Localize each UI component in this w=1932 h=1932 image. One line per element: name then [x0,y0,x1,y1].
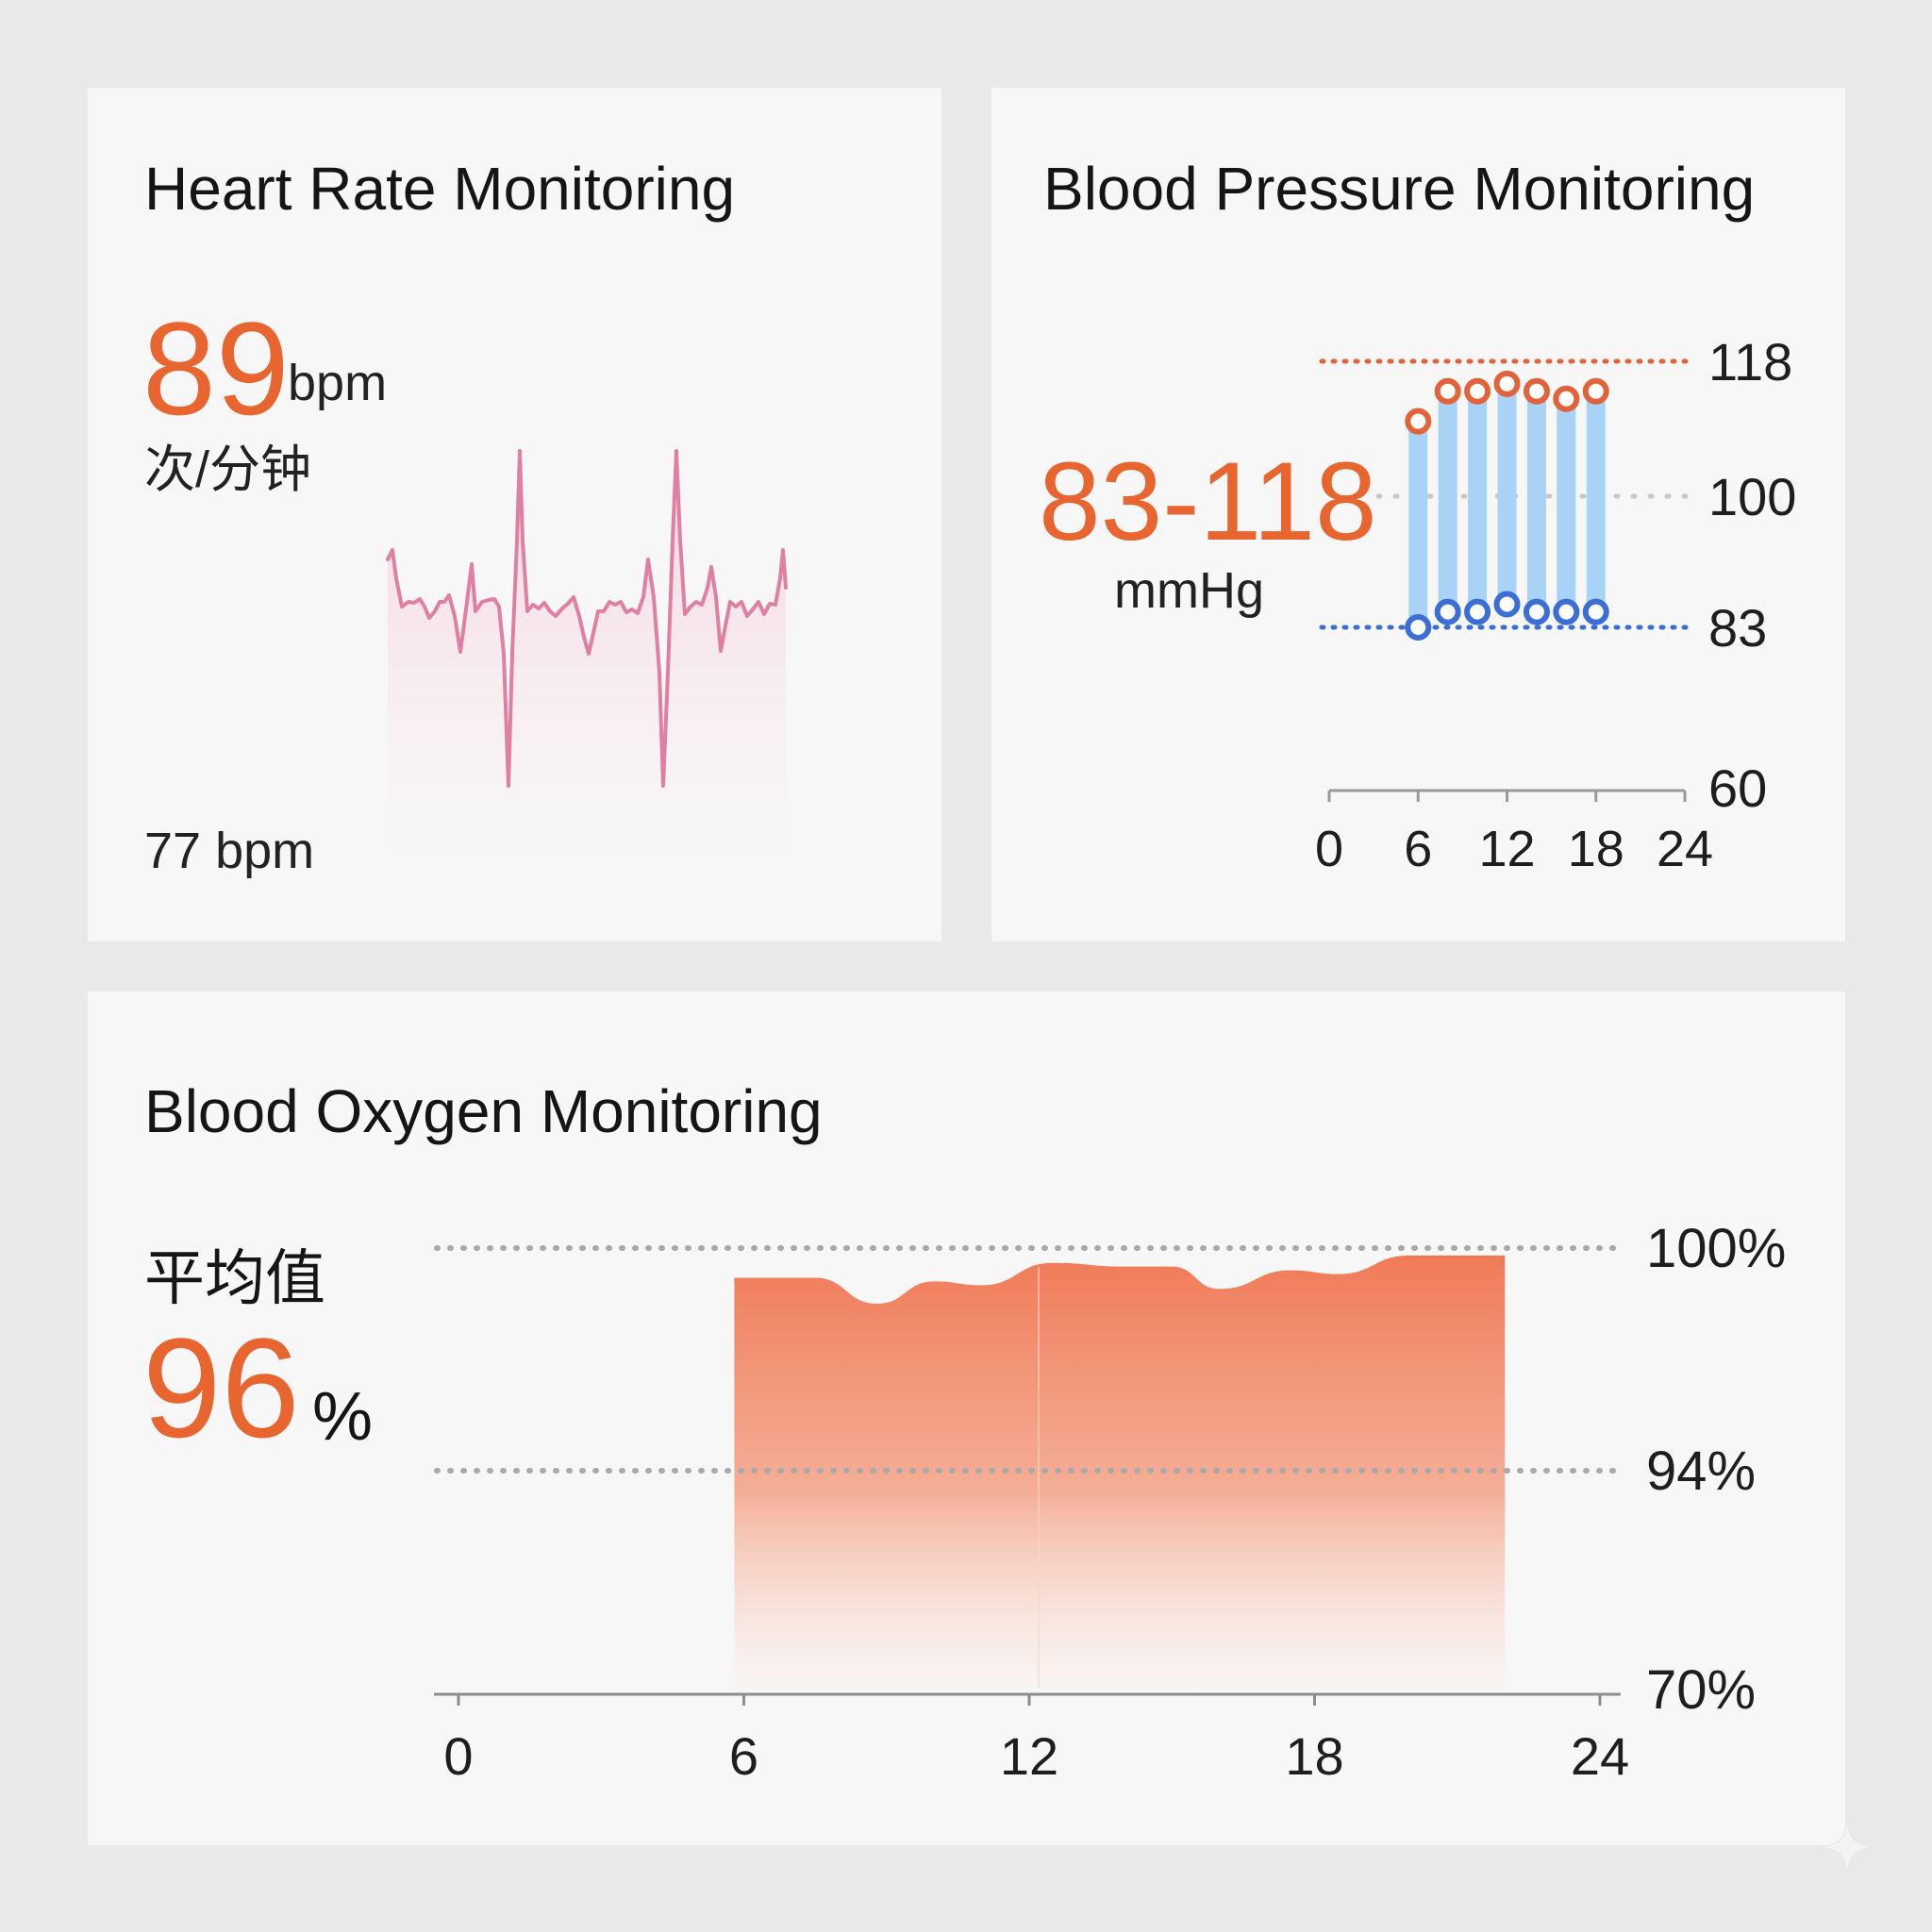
oxygen-x-tick-label: 0 [443,1726,473,1786]
oxygen-y-tick-label: 94% [1646,1441,1756,1502]
bp-systolic-point [1523,377,1550,405]
bp-diastolic-point [1582,598,1609,625]
blood-oxygen-value: 96 [142,1308,300,1467]
heart-rate-unit-cn: 次/分钟 [144,441,312,498]
blood-pressure-title: Blood Pressure Monitoring [1043,155,1756,223]
bp-bar [1468,391,1488,612]
bp-diastolic-point [1553,598,1580,625]
heart-rate-area [388,451,786,861]
bp-bar [1586,391,1606,612]
bp-systolic-point [1405,408,1432,435]
bp-bar [1438,391,1457,612]
bp-bar [1408,421,1428,627]
blood-pressure-unit: mmHg [1114,562,1264,619]
blood-pressure-value: 83-118 [1039,440,1377,564]
oxygen-x-tick-label: 24 [1571,1726,1629,1786]
bp-x-tick-label: 0 [1315,821,1343,877]
bp-diastolic-point [1405,614,1432,641]
bp-bar [1497,383,1517,605]
bp-systolic-point [1434,377,1461,405]
bp-bar [1526,391,1546,612]
bp-y-label-60: 60 [1708,758,1767,818]
bp-y-label-100: 100 [1708,467,1796,526]
bp-x-tick-label: 24 [1657,821,1713,877]
bp-diastolic-point [1523,598,1550,625]
blood-oxygen-card[interactable]: Blood Oxygen Monitoring 平均值 96 % 0 6 12 18 2… [88,991,1845,1845]
bp-x-tick-label: 6 [1404,821,1432,877]
bp-x-tick-label: 12 [1478,821,1535,877]
bp-systolic-point [1464,377,1491,405]
blood-oxygen-avg-label: 平均值 [144,1244,325,1312]
heart-rate-line [386,449,788,788]
heart-rate-title: Heart Rate Monitoring [144,155,736,223]
bp-systolic-point [1493,370,1521,397]
heart-rate-value: 89 [142,294,290,442]
heart-rate-chart [386,449,788,861]
oxygen-x-tick-label: 6 [729,1726,758,1786]
bp-bar [1557,398,1576,612]
oxygen-y-tick-label: 100% [1646,1218,1786,1279]
blood-oxygen-unit: % [312,1379,374,1455]
blood-oxygen-chart: 0 6 12 18 24 100% 94% 70% [434,1218,1786,1786]
oxygen-area [734,1255,1506,1688]
oxygen-y-tick-label: 70% [1646,1659,1756,1721]
bp-y-label-118: 118 [1708,332,1792,391]
heart-rate-card[interactable]: Heart Rate Monitoring 89 bpm 次/分钟 77 bpm [88,88,941,941]
bp-diastolic-point [1464,598,1491,625]
bp-systolic-point [1553,385,1580,412]
sparkle-icon [1820,1820,1874,1874]
blood-oxygen-title: Blood Oxygen Monitoring [144,1077,823,1145]
bp-diastolic-point [1434,598,1461,625]
heart-rate-unit: bpm [288,355,388,411]
oxygen-x-tick-label: 12 [1000,1726,1058,1786]
bp-systolic-point [1582,377,1609,405]
bp-x-tick-label: 18 [1568,821,1624,877]
blood-pressure-card[interactable]: Blood Pressure Monitoring 83-118 mmHg 0 6… [991,88,1845,941]
heart-rate-footer: 77 bpm [144,823,315,879]
oxygen-x-tick-label: 18 [1285,1726,1343,1786]
bp-y-label-83: 83 [1708,598,1767,658]
bp-diastolic-point [1493,591,1521,618]
blood-pressure-chart: 0 6 12 18 24 118 100 83 60 [1315,332,1796,877]
